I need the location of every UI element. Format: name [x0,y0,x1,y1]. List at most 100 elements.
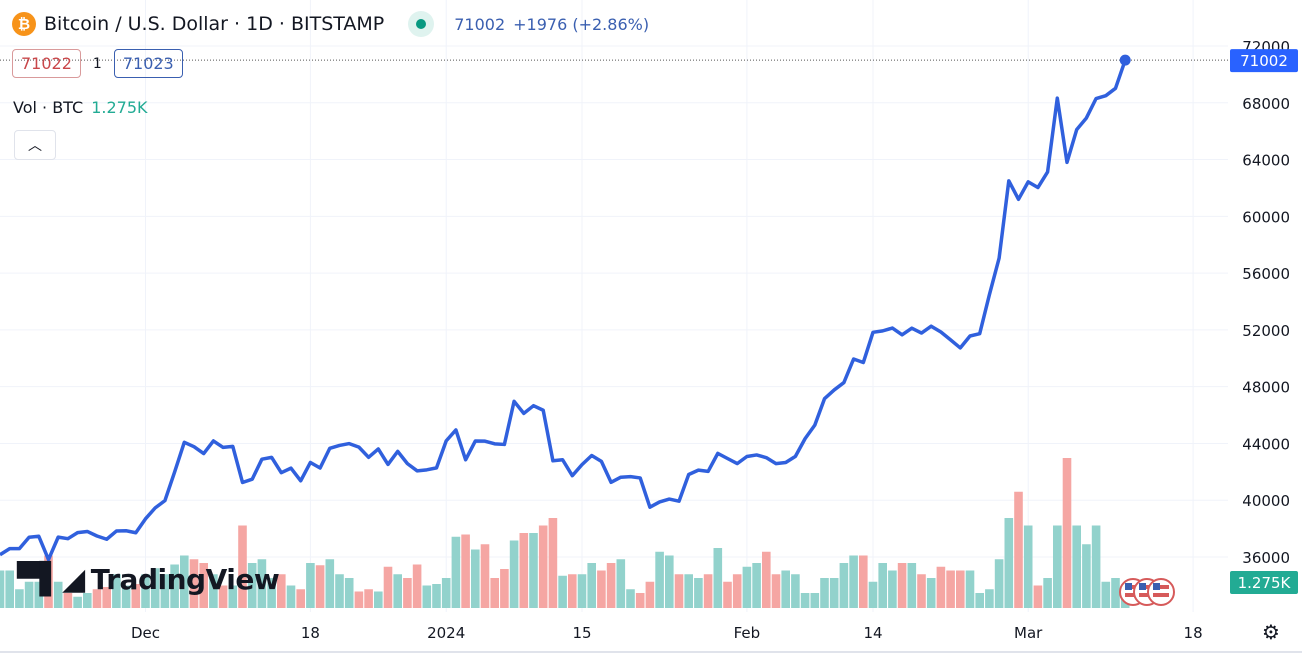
price-axis[interactable]: 7200068000640006000056000520004800044000… [1230,38,1298,594]
gear-icon[interactable]: ⚙ [1262,620,1280,644]
sell-button[interactable]: 71022 [12,49,81,78]
volume-bar [1004,518,1014,608]
volume-bar [63,593,73,608]
time-axis[interactable]: Dec 18 2024 15 Feb 14 Mar 18 [131,578,1203,642]
volume-bar [839,563,849,608]
volume-bar [461,534,470,608]
volume-bar [1111,578,1120,608]
volume-bar [296,589,305,608]
volume-bar [238,525,247,608]
axis-background [1228,0,1302,654]
flag-stripe [1125,585,1141,589]
volume-bar [247,563,257,608]
volume-bar [15,589,24,608]
last-price-badge-text: 71002 [1240,52,1288,70]
volume-bar [1014,491,1023,608]
volume-bar [800,593,810,608]
flag-canton [1153,583,1160,590]
volume-bar [383,566,393,608]
volume-bar [432,584,441,608]
volume-bar [568,574,577,608]
volume-bar [160,574,170,608]
y-tick-label: 60000 [1242,208,1290,226]
volume-bar [83,593,92,608]
volume-bar [752,563,761,608]
volume-bar [849,555,858,608]
x-tick-label: 14 [863,624,882,642]
volume-bar [907,563,917,608]
flag-stripe [1153,593,1169,597]
volume-bar [490,578,499,608]
volume-bar [994,559,1004,608]
us-flag-event-icon[interactable] [1147,578,1175,606]
volume-bar [936,566,946,608]
volume-bar [354,591,364,608]
volume-bar [1053,525,1062,608]
volume-bar [548,518,558,608]
volume-bar [344,578,354,608]
y-tick-label: 36000 [1242,549,1290,567]
last-volume-badge [1230,571,1298,594]
volume-bar [810,593,820,608]
volume-bar [228,585,238,608]
x-tick-label: Feb [734,624,761,642]
volume-bar [577,574,587,608]
y-tick-label: 48000 [1242,379,1290,397]
volume-bar [674,574,684,608]
x-tick-label: 15 [572,624,591,642]
volume-bar [771,574,781,608]
y-tick-label: 44000 [1242,435,1290,453]
last-price: 71002 [454,14,506,34]
volume-bar [306,563,315,608]
volume-bar [791,574,800,608]
x-tick-label: Mar [1014,624,1043,642]
symbol-title[interactable]: Bitcoin / U.S. Dollar · 1D · BITSTAMP [44,13,385,35]
tradingview-logo[interactable]: ▀▌◢ TradingView [17,562,280,597]
collapse-legend-button[interactable]: ︿ [14,130,56,160]
volume-bar [364,589,373,608]
last-price-badge [1230,49,1298,73]
volume-bar [257,559,267,608]
volume-bar [587,563,596,608]
volume-bar [34,581,44,608]
volume-bars [0,458,1130,608]
buy-button[interactable]: 71023 [113,49,183,78]
volume-bar [112,574,121,608]
volume-bar [73,596,82,608]
volume-bar [335,574,344,608]
volume-bar [189,559,199,608]
y-tick-label: 52000 [1242,322,1290,340]
volume-bar [558,575,567,608]
x-tick-label: 18 [301,624,320,642]
volume-bar [781,570,790,608]
y-tick-label: 56000 [1242,265,1290,283]
last-price-marker [1119,54,1131,66]
volume-bar [732,574,742,608]
volume-bar [655,551,664,608]
volume-bar [926,578,936,608]
volume-bar [965,570,975,608]
flag-canton [1125,583,1132,590]
volume-bar [762,551,771,608]
volume-bar [180,555,189,608]
bitcoin-icon: ₿ [12,12,36,36]
volume-bar [92,589,102,608]
volume-bar [150,568,160,608]
volume-bar [1072,525,1081,608]
volume-bar [480,544,490,608]
volume-bar [170,564,179,608]
volume-bar [519,533,529,608]
volume-bar [529,533,538,608]
volume-bar [917,574,926,608]
volume-bar [626,589,635,608]
volume-bar [703,574,713,608]
volume-bar [742,566,752,608]
volume-bar [723,581,732,608]
volume-bar [5,570,15,608]
volume-bar [946,570,955,608]
volume-bar [422,585,432,608]
volume-bar [1091,525,1101,608]
volume-bar [0,570,5,608]
flag-stripe [1139,593,1155,597]
